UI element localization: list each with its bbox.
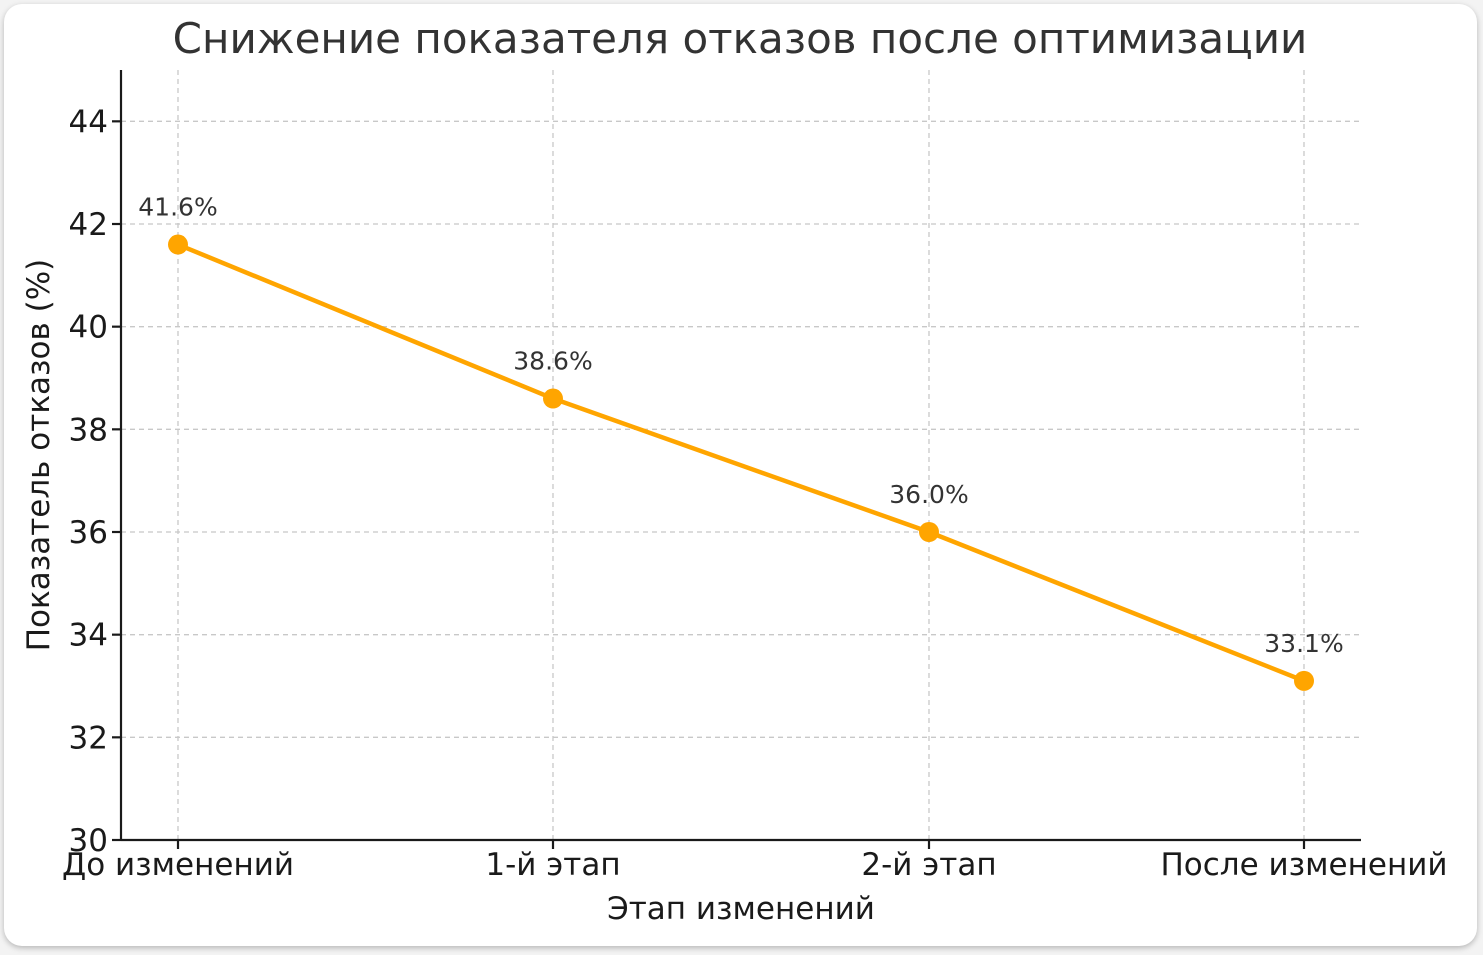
- data-point: [1294, 670, 1314, 691]
- x-tick-label: 2-й этап: [861, 847, 996, 883]
- series-line: [175, 242, 1307, 684]
- data-label: 38.6%: [513, 347, 592, 376]
- series: [168, 234, 1314, 691]
- y-tick-label: 40: [69, 310, 108, 346]
- x-tick-label: После изменений: [1160, 847, 1447, 883]
- data-point: [919, 522, 939, 542]
- data-label: 41.6%: [138, 193, 217, 222]
- y-tick-label: 34: [69, 618, 108, 654]
- chart-title: Снижение показателя отказов после оптими…: [173, 14, 1308, 63]
- x-tick-label: До изменений: [62, 847, 294, 883]
- axes: [119, 70, 1361, 842]
- chart-card: [4, 4, 1477, 946]
- data-point: [168, 234, 188, 255]
- x-tick-label: 1-й этап: [485, 847, 620, 883]
- y-tick-label: 42: [69, 207, 108, 243]
- y-tick-label: 30: [69, 823, 108, 859]
- data-labels: 41.6% 38.6% 36.0% 33.1%: [138, 193, 1343, 658]
- y-tick-label: 32: [69, 720, 108, 756]
- data-label: 33.1%: [1264, 629, 1343, 658]
- y-tick-label: 44: [69, 104, 108, 140]
- data-point: [543, 388, 563, 409]
- x-ticks: До изменений 1-й этап 2-й этап После измене…: [62, 840, 1448, 883]
- grid: [121, 70, 1361, 840]
- data-label: 36.0%: [889, 480, 968, 509]
- y-axis-label: Показатель отказов (%): [21, 259, 57, 652]
- x-axis-label: Этап изменений: [607, 891, 875, 927]
- y-tick-label: 38: [69, 412, 108, 448]
- y-tick-label: 36: [69, 515, 108, 551]
- y-ticks: 30 32 34 36 38 40 42 44: [69, 104, 121, 859]
